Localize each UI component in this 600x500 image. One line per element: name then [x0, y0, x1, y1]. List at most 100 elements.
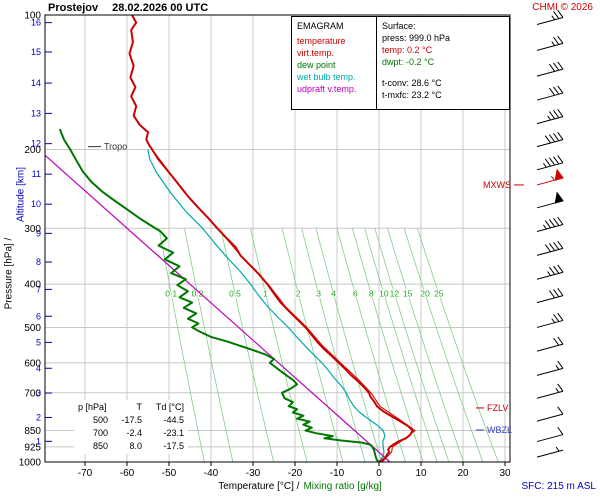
xlabel-temperature: Temperature [°C] /	[218, 481, 300, 492]
svg-text:2: 2	[296, 289, 301, 299]
svg-text:600: 600	[24, 358, 41, 369]
level-markers: Tropo MXWS FZLV WBZL	[88, 142, 524, 435]
station-elevation-label: SFC: 215 m ASL	[521, 481, 596, 492]
col-pressure: p [hPa]	[78, 402, 107, 412]
levels-table-header: p [hPa] T Td [°C]	[78, 401, 184, 414]
xlabel-mixing-ratio: Mixing ratio [g/kg]	[303, 481, 382, 492]
svg-text:20: 20	[457, 468, 469, 479]
surface-tmxfc: t-mxfc: 23.2 °C	[382, 90, 442, 100]
svg-text:20: 20	[420, 289, 430, 299]
surface-tconv: t-conv: 28.6 °C	[382, 78, 442, 88]
wbzl-label: WBZL	[487, 425, 512, 435]
copyright-label: CHMI © 2026	[532, 2, 593, 13]
cell-dewpoint: -44.5	[163, 415, 184, 425]
svg-text:2: 2	[36, 413, 41, 423]
svg-text:3: 3	[36, 388, 41, 398]
wet_bulb-curve	[147, 149, 386, 462]
svg-text:12: 12	[390, 289, 400, 299]
temperature-axis-label: Temperature [°C] / Mixing ratio [g/kg]	[170, 481, 430, 492]
svg-text:100: 100	[24, 11, 41, 22]
svg-text:6: 6	[36, 311, 41, 321]
svg-text:-60: -60	[120, 468, 135, 479]
svg-text:1: 1	[36, 436, 41, 446]
svg-text:400: 400	[24, 280, 41, 291]
temperature-curve	[128, 15, 414, 462]
pressure-axis-label: Pressure [hPa] /	[3, 237, 15, 310]
svg-text:0: 0	[376, 468, 382, 479]
svg-text:1: 1	[263, 289, 268, 299]
cell-temperature: -2.4	[126, 428, 142, 438]
mixing-ratio-lines	[158, 228, 499, 462]
svg-text:300: 300	[24, 224, 41, 235]
cell-dewpoint: -17.5	[163, 441, 184, 451]
svg-text:9: 9	[36, 228, 41, 238]
temperature-axis: -70 -60 -50 -40 -30 -20 -10 0 10 20 30	[78, 462, 511, 479]
sounding-datetime: 28.02.2026 00 UTC	[112, 2, 209, 14]
svg-text:200: 200	[24, 145, 41, 156]
svg-text:700: 700	[24, 388, 41, 399]
svg-text:7: 7	[36, 284, 41, 294]
svg-text:-10: -10	[330, 468, 345, 479]
col-temperature: T	[136, 402, 143, 412]
updraft-curve	[45, 154, 391, 462]
svg-text:8: 8	[36, 257, 41, 267]
table-row: 850 8.0 -17.5	[78, 440, 184, 453]
svg-text:925: 925	[24, 442, 41, 453]
surface-spacer	[382, 68, 504, 77]
surface-press: press: 999.0 hPa	[382, 33, 451, 43]
tropo-label: Tropo	[104, 142, 127, 152]
svg-text:25: 25	[434, 289, 444, 299]
cell-dewpoint: -23.1	[163, 428, 184, 438]
station-name: Prostejov	[48, 2, 99, 14]
cell-pressure: 700	[92, 428, 108, 438]
svg-text:-70: -70	[78, 468, 93, 479]
svg-text:0.1: 0.1	[165, 289, 177, 299]
levels-table: p [hPa] T Td [°C] 500 -17.5 -44.5 700 -2…	[74, 400, 188, 454]
svg-text:3: 3	[316, 289, 321, 299]
svg-text:5: 5	[36, 337, 41, 347]
svg-text:500: 500	[24, 323, 41, 334]
table-row: 500 -17.5 -44.5	[78, 414, 184, 427]
mxws-label: MXWS	[483, 180, 511, 190]
svg-text:15: 15	[31, 47, 41, 57]
svg-text:4: 4	[331, 289, 336, 299]
altitude-axis-label: Altitude [km]	[15, 166, 27, 223]
svg-text:12: 12	[31, 139, 41, 149]
plot-border	[44, 14, 511, 463]
svg-text:1000: 1000	[19, 458, 42, 469]
svg-text:0.2: 0.2	[192, 289, 204, 299]
cell-temperature: 8.0	[129, 441, 142, 451]
svg-text:8: 8	[369, 289, 374, 299]
legend-item-dew-point: dew point	[297, 60, 336, 70]
surface-title: Surface:	[382, 21, 416, 31]
svg-text:-50: -50	[162, 468, 177, 479]
svg-text:6: 6	[353, 289, 358, 299]
svg-text:11: 11	[32, 169, 41, 179]
col-dewpoint: Td [°C]	[155, 402, 184, 412]
legend-item-updraft: udpraft v.temp.	[297, 84, 357, 94]
legend: EMAGRAM temperature virt.temp. dew point…	[291, 16, 377, 110]
svg-text:4: 4	[36, 363, 41, 373]
cell-pressure: 850	[92, 441, 108, 451]
mixing-ratio-labels: 0.1 0.2 0.5 1 2 3 4 6 8 10 12 15 20 25	[164, 287, 445, 300]
svg-text:13: 13	[31, 108, 41, 118]
svg-text:0.5: 0.5	[229, 289, 241, 299]
svg-text:14: 14	[31, 78, 41, 88]
chart-title: Prostejov 28.02.2026 00 UTC	[48, 2, 208, 14]
surface-dwpt: dwpt: -0.2 °C	[382, 57, 435, 67]
svg-text:10: 10	[379, 289, 389, 299]
wind-barbs	[536, 9, 564, 458]
svg-text:-30: -30	[246, 468, 261, 479]
legend-title: EMAGRAM	[297, 21, 344, 31]
svg-text:30: 30	[499, 468, 511, 479]
surface-panel: Surface: press: 999.0 hPa temp: 0.2 °C d…	[376, 16, 510, 110]
svg-text:10: 10	[31, 199, 41, 209]
legend-item-wet-bulb: wet bulb temp.	[297, 72, 356, 82]
cell-temperature: -17.5	[121, 415, 142, 425]
svg-text:-20: -20	[288, 468, 303, 479]
sounding-curves	[45, 15, 416, 462]
dew_point-curve	[58, 128, 380, 462]
